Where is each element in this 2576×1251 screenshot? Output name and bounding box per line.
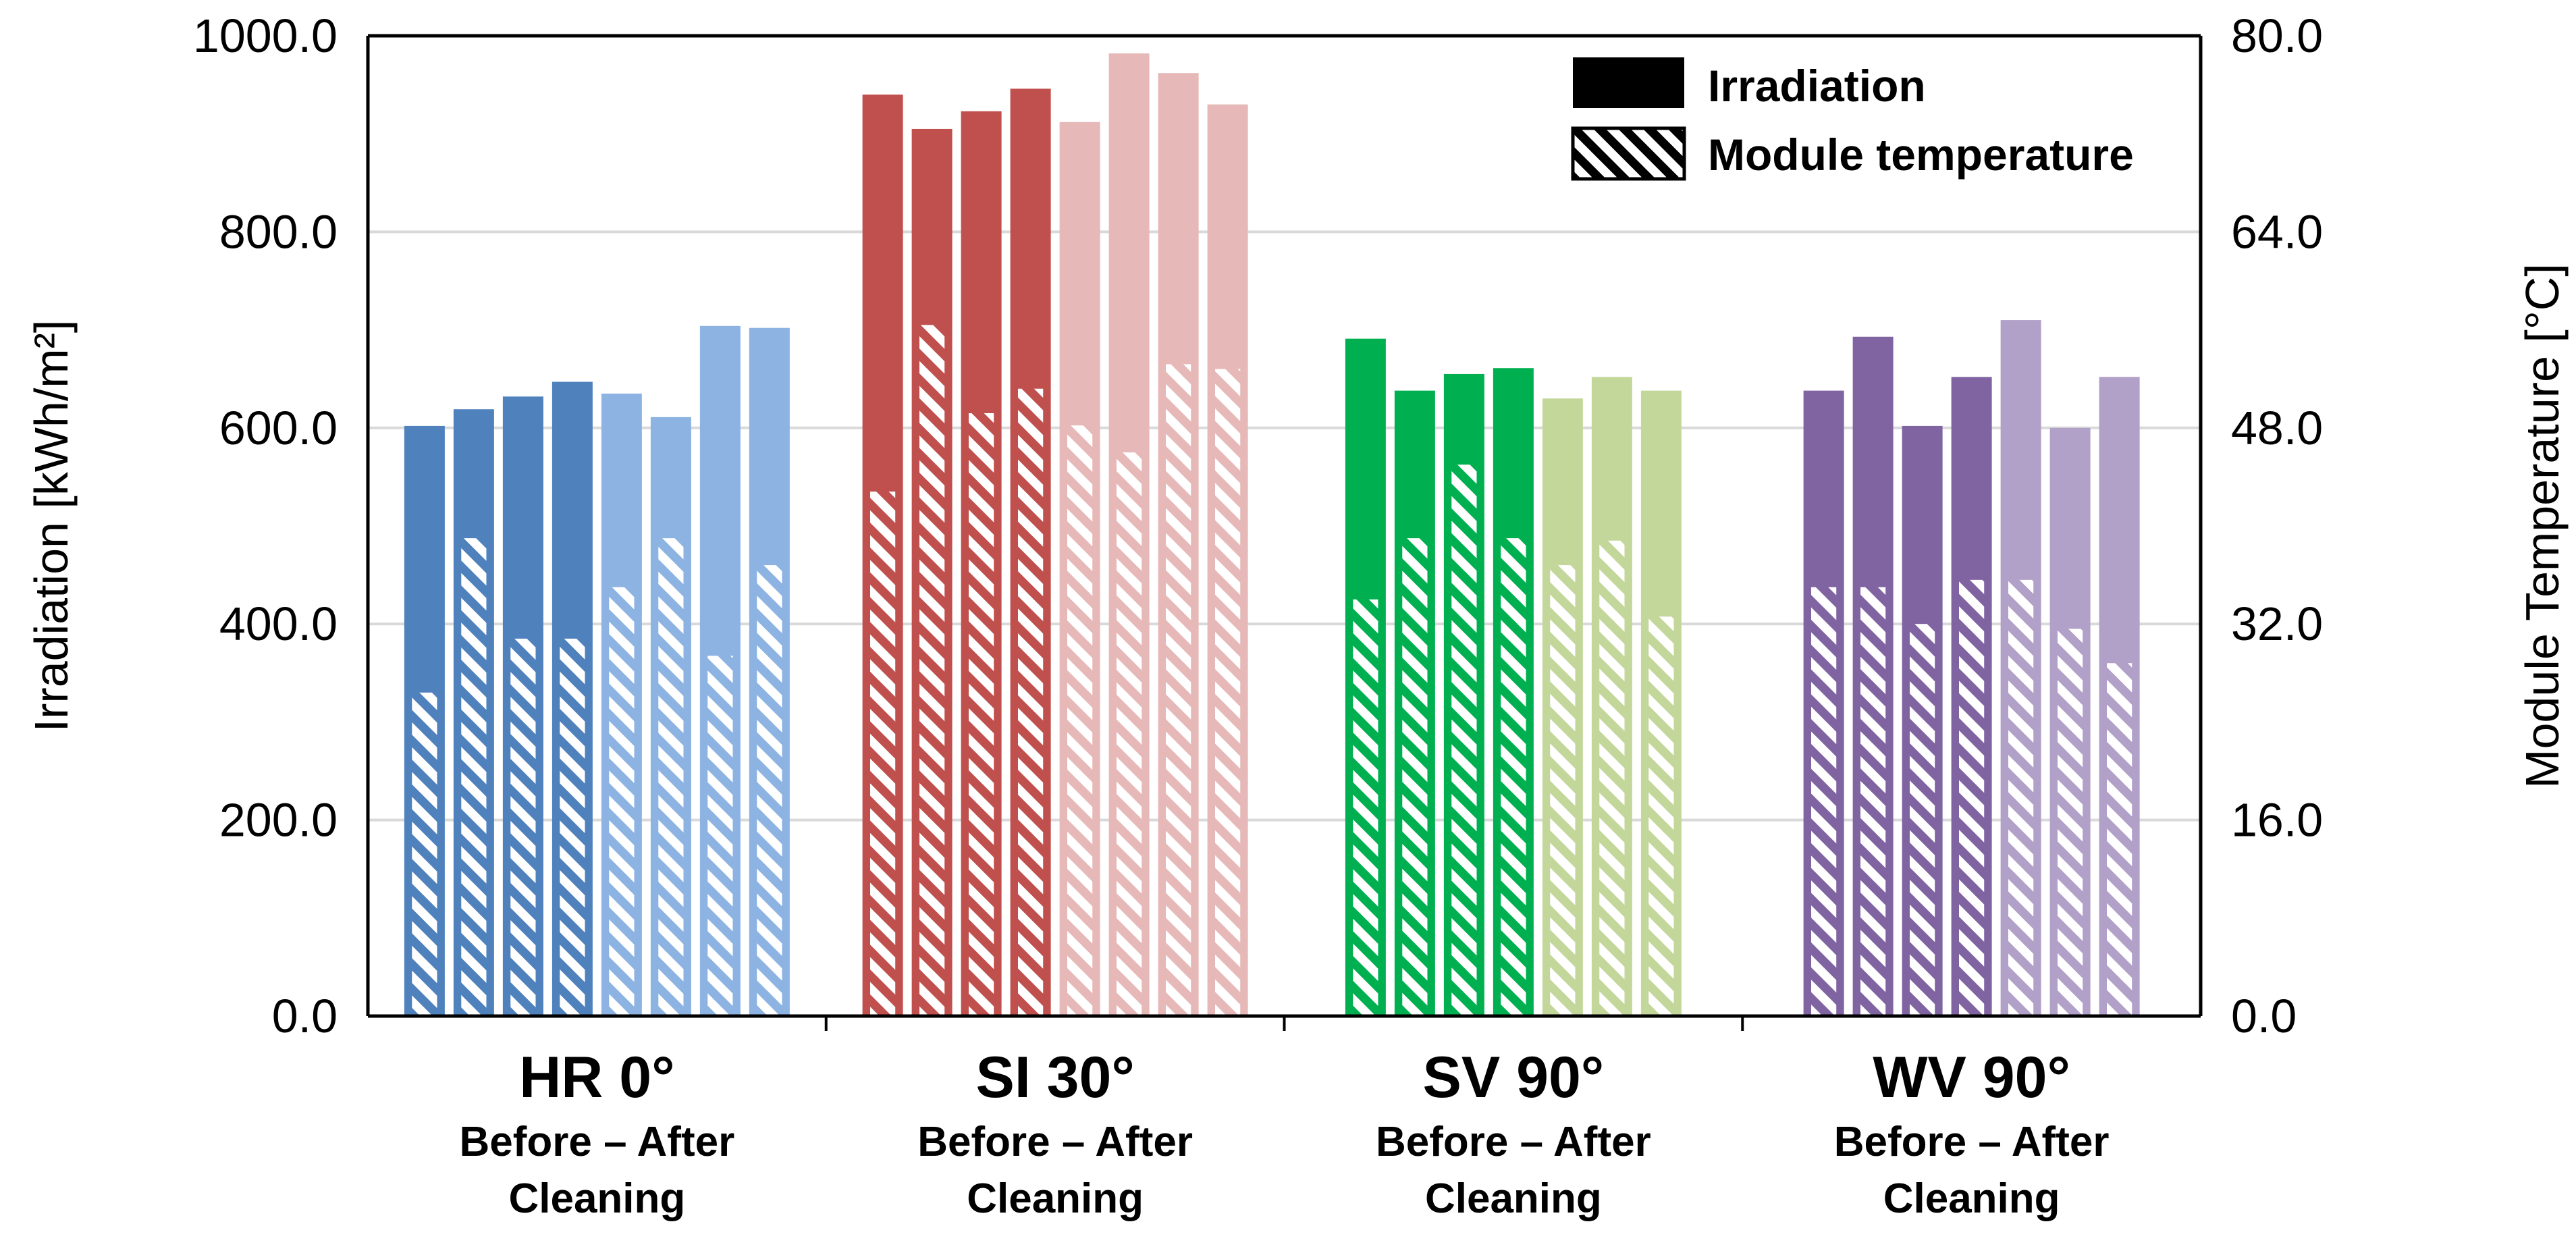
temperature-bar <box>969 413 994 1016</box>
legend-label-irradiation: Irradiation <box>1708 61 1926 111</box>
temperature-bar <box>2058 629 2083 1016</box>
axes <box>366 34 2203 1031</box>
temperature-bar <box>1166 364 1191 1016</box>
legend-swatch-irradiation <box>1573 57 1684 108</box>
bars <box>404 53 2140 1017</box>
temperature-bar <box>658 538 684 1016</box>
legend-label-temperature: Module temperature <box>1708 130 2134 180</box>
group-label: SV 90° <box>1423 1045 1605 1110</box>
temperature-bar <box>2107 663 2132 1016</box>
temperature-bar <box>2008 579 2034 1016</box>
temperature-bar <box>609 587 635 1016</box>
y-tick-label-left: 600.0 <box>219 402 338 454</box>
temperature-bar <box>1402 538 1428 1016</box>
group-label: WV 90° <box>1873 1045 2070 1110</box>
temperature-bar <box>1018 388 1044 1016</box>
temperature-bar <box>1599 540 1625 1016</box>
group-label: HR 0° <box>519 1045 674 1110</box>
legend-swatch-temperature <box>1571 126 1686 181</box>
group-sublabel: Before – After <box>1834 1119 2110 1165</box>
temperature-bar <box>757 565 782 1016</box>
labels: 0.0 200.0 400.0 600.0 800.0 1000.0 0.0 16.0 32.0… <box>25 9 2569 1222</box>
temperature-bar <box>707 656 733 1016</box>
y-tick-label-right: 48.0 <box>2231 402 2323 454</box>
temperature-bar <box>461 538 487 1016</box>
temperature-bar <box>510 638 536 1016</box>
y-tick-label-right: 16.0 <box>2231 794 2323 847</box>
y-tick-label-left: 200.0 <box>219 794 338 847</box>
group-sublabel: Before – After <box>1376 1119 1651 1165</box>
temperature-bar <box>560 638 585 1016</box>
y-tick-label-right: 64.0 <box>2231 205 2323 258</box>
group-sublabel: Before – After <box>917 1119 1193 1165</box>
y-tick-label-left: 800.0 <box>219 205 338 258</box>
group-sublabel: Cleaning <box>508 1175 685 1222</box>
temperature-bar <box>412 692 437 1016</box>
group-sublabel: Cleaning <box>967 1175 1144 1222</box>
temperature-bar <box>1860 587 1886 1016</box>
y-axis-title-right: Module Temperature [°C] <box>2516 263 2569 789</box>
y-tick-label-right: 0.0 <box>2231 990 2297 1042</box>
legend: Irradiation Module temperature <box>1571 57 2134 181</box>
temperature-bar <box>1648 616 1674 1016</box>
temperature-bar <box>870 491 896 1016</box>
y-tick-label-right: 80.0 <box>2231 9 2323 62</box>
group-sublabel: Cleaning <box>1425 1175 1602 1222</box>
y-axis-title-left: Irradiation [kWh/m²] <box>25 320 78 733</box>
temperature-bar <box>1451 464 1477 1016</box>
group-sublabel: Cleaning <box>1883 1175 2060 1222</box>
temperature-bar <box>1811 587 1837 1016</box>
group-sublabel: Before – After <box>460 1119 735 1165</box>
y-tick-label-left: 400.0 <box>219 597 338 650</box>
y-tick-label-left: 1000.0 <box>193 9 338 62</box>
temperature-bar <box>1067 425 1093 1016</box>
temperature-bar <box>1550 565 1576 1016</box>
temperature-bar <box>919 325 945 1017</box>
temperature-bar <box>1959 579 1985 1016</box>
temperature-bar <box>1353 599 1378 1016</box>
temperature-bar <box>1910 624 1935 1016</box>
y-tick-label-right: 32.0 <box>2231 597 2323 650</box>
temperature-bar <box>1501 538 1526 1016</box>
temperature-bar <box>1215 369 1241 1016</box>
y-tick-label-left: 0.0 <box>272 990 338 1042</box>
group-label: SI 30° <box>976 1045 1135 1110</box>
temperature-bar <box>1117 452 1142 1016</box>
